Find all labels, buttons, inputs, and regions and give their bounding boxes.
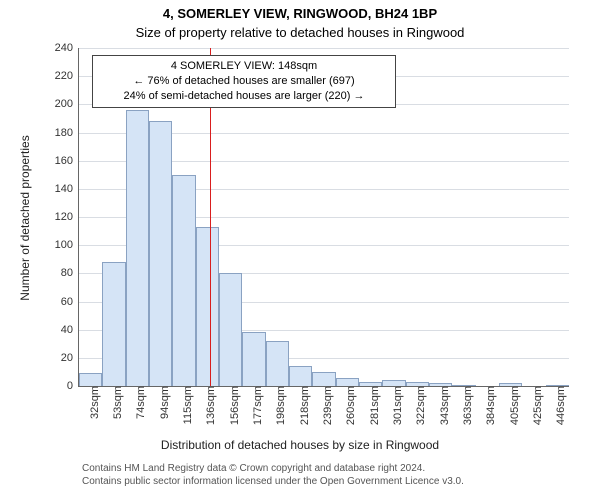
xtick-label: 32sqm (89, 386, 101, 419)
ytick-label: 80 (61, 267, 79, 279)
x-axis-label: Distribution of detached houses by size … (0, 438, 600, 452)
histogram-bar (196, 227, 219, 386)
ytick-label: 200 (55, 98, 79, 110)
annotation-line: 24% of semi-detached houses are larger (… (99, 89, 389, 104)
histogram-bar (312, 372, 335, 386)
annotation-line: ← 76% of detached houses are smaller (69… (99, 74, 389, 89)
ytick-label: 20 (61, 352, 79, 364)
footer-line1: Contains HM Land Registry data © Crown c… (82, 462, 464, 475)
xtick-label: 239sqm (322, 386, 334, 425)
xtick-label: 446sqm (555, 386, 567, 425)
histogram-bar (126, 110, 149, 386)
y-axis-label: Number of detached properties (18, 135, 32, 300)
chart-container: 4, SOMERLEY VIEW, RINGWOOD, BH24 1BP Siz… (0, 0, 600, 500)
ytick-label: 160 (55, 155, 79, 167)
footer-line2: Contains public sector information licen… (82, 475, 464, 488)
xtick-label: 94sqm (159, 386, 171, 419)
gridline (79, 48, 569, 49)
xtick-label: 343sqm (439, 386, 451, 425)
histogram-bar (219, 273, 242, 386)
histogram-bar (149, 121, 172, 386)
xtick-label: 425sqm (532, 386, 544, 425)
ytick-label: 120 (55, 211, 79, 223)
ytick-label: 140 (55, 183, 79, 195)
xtick-label: 260sqm (345, 386, 357, 425)
xtick-label: 198sqm (275, 386, 287, 425)
ytick-label: 40 (61, 324, 79, 336)
ytick-label: 240 (55, 42, 79, 54)
histogram-bar (266, 341, 289, 386)
histogram-bar (102, 262, 125, 386)
xtick-label: 156sqm (229, 386, 241, 425)
xtick-label: 363sqm (462, 386, 474, 425)
footer-attribution: Contains HM Land Registry data © Crown c… (82, 462, 464, 488)
chart-title-line1: 4, SOMERLEY VIEW, RINGWOOD, BH24 1BP (0, 6, 600, 21)
xtick-label: 384sqm (485, 386, 497, 425)
xtick-label: 177sqm (252, 386, 264, 425)
ytick-label: 60 (61, 296, 79, 308)
xtick-label: 136sqm (205, 386, 217, 425)
xtick-label: 322sqm (415, 386, 427, 425)
ytick-label: 0 (67, 380, 79, 392)
annotation-box: 4 SOMERLEY VIEW: 148sqm← 76% of detached… (92, 55, 396, 108)
histogram-bar (79, 373, 102, 386)
xtick-label: 281sqm (369, 386, 381, 425)
xtick-label: 53sqm (112, 386, 124, 419)
histogram-bar (336, 378, 359, 386)
ytick-label: 220 (55, 70, 79, 82)
xtick-label: 405sqm (509, 386, 521, 425)
xtick-label: 301sqm (392, 386, 404, 425)
chart-title-line2: Size of property relative to detached ho… (0, 25, 600, 40)
histogram-bar (172, 175, 195, 386)
xtick-label: 218sqm (299, 386, 311, 425)
xtick-label: 74sqm (135, 386, 147, 419)
annotation-line: 4 SOMERLEY VIEW: 148sqm (99, 59, 389, 74)
ytick-label: 100 (55, 239, 79, 251)
xtick-label: 115sqm (182, 386, 194, 424)
ytick-label: 180 (55, 127, 79, 139)
histogram-bar (242, 332, 265, 386)
histogram-bar (289, 366, 312, 386)
